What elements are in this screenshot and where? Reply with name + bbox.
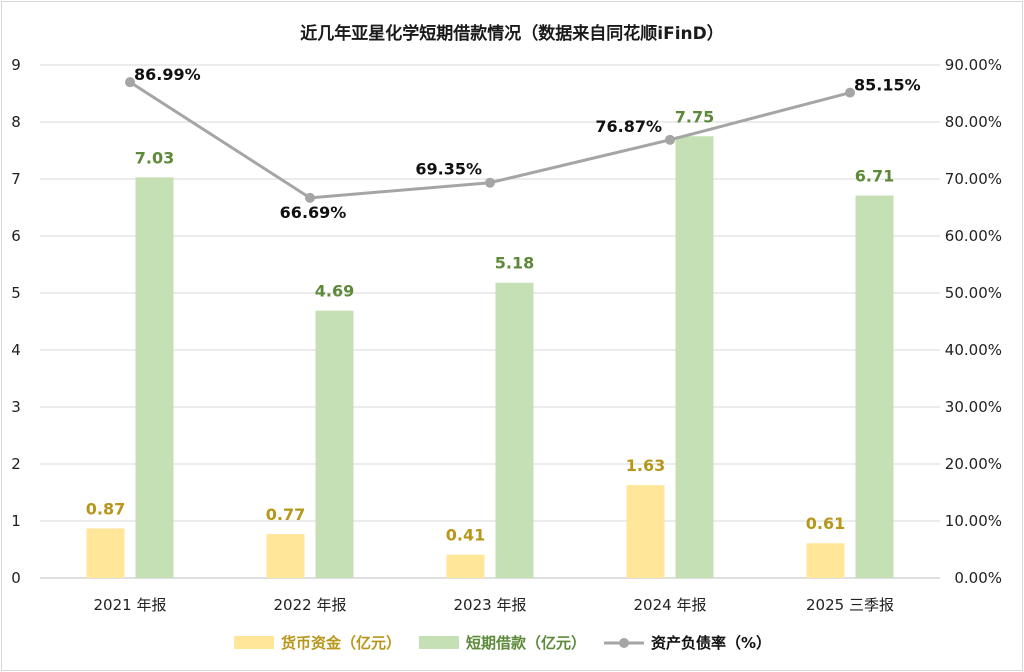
right-axis-ticks: 0.00% 10.00% 20.00% 30.00% 40.00% 50.00% 60.00… bbox=[945, 56, 1002, 587]
right-tick-label: 90.00% bbox=[945, 56, 1002, 74]
left-tick-label: 0 bbox=[11, 569, 21, 587]
ratio-point bbox=[845, 87, 855, 98]
category-label: 2023 年报 bbox=[454, 596, 527, 614]
loan-data-label: 4.69 bbox=[315, 282, 354, 301]
ratio-data-label: 76.87% bbox=[595, 117, 662, 136]
left-tick-label: 3 bbox=[11, 398, 21, 416]
category-labels: 2021 年报 2022 年报 2023 年报 2024 年报 2025 三季报 bbox=[94, 596, 894, 614]
legend: 货币资金（亿元） 短期借款（亿元） 资产负债率（%） bbox=[234, 634, 771, 652]
loan-bar bbox=[855, 195, 894, 578]
right-tick-label: 80.00% bbox=[945, 113, 1002, 131]
right-tick-label: 70.00% bbox=[945, 170, 1002, 188]
cash-bar bbox=[86, 528, 125, 578]
chart-title: 近几年亚星化学短期借款情况（数据来自同花顺iFinD） bbox=[300, 23, 723, 44]
ratio-data-label: 69.35% bbox=[415, 160, 482, 179]
cash-bar bbox=[266, 534, 305, 578]
category-label: 2024 年报 bbox=[634, 596, 707, 614]
ratio-data-label: 85.15% bbox=[854, 76, 921, 95]
gridlines bbox=[40, 64, 940, 579]
cash-data-label: 0.77 bbox=[266, 505, 305, 524]
category-label: 2025 三季报 bbox=[806, 596, 894, 614]
right-tick-label: 10.00% bbox=[945, 512, 1002, 530]
loan-bar bbox=[495, 282, 534, 578]
bars bbox=[86, 136, 894, 579]
loan-data-label: 5.18 bbox=[495, 254, 534, 273]
loan-bar bbox=[675, 136, 714, 578]
cash-data-label: 0.87 bbox=[86, 499, 125, 518]
ratio-data-label: 86.99% bbox=[134, 65, 201, 84]
ratio-point bbox=[665, 134, 675, 145]
right-tick-label: 0.00% bbox=[954, 569, 1002, 587]
cash-bar bbox=[626, 485, 665, 578]
cash-data-label: 1.63 bbox=[626, 456, 665, 475]
legend-label: 货币资金（亿元） bbox=[281, 634, 401, 652]
right-tick-label: 20.00% bbox=[945, 455, 1002, 473]
ratio-point bbox=[125, 77, 135, 88]
legend-label: 短期借款（亿元） bbox=[466, 634, 586, 652]
left-tick-label: 9 bbox=[11, 56, 21, 74]
ratio-point bbox=[485, 177, 495, 188]
left-tick-label: 7 bbox=[11, 170, 21, 188]
right-tick-label: 40.00% bbox=[945, 341, 1002, 359]
right-tick-label: 60.00% bbox=[945, 227, 1002, 245]
cash-bar bbox=[446, 554, 485, 578]
legend-label: 资产负债率（%） bbox=[651, 634, 771, 652]
legend-swatch-marker bbox=[619, 638, 630, 648]
cash-data-label: 0.41 bbox=[446, 526, 485, 545]
legend-swatch bbox=[234, 636, 274, 649]
left-tick-label: 5 bbox=[11, 284, 21, 302]
ratio-data-label: 66.69% bbox=[280, 203, 347, 222]
ratio-line bbox=[125, 77, 855, 203]
ratio-point bbox=[305, 192, 315, 203]
right-tick-label: 50.00% bbox=[945, 284, 1002, 302]
category-label: 2022 年报 bbox=[274, 596, 347, 614]
left-tick-label: 2 bbox=[11, 455, 21, 473]
left-tick-label: 4 bbox=[11, 341, 21, 359]
loan-bar bbox=[315, 310, 354, 578]
data-labels: 0.87 7.03 0.77 4.69 0.41 5.18 1.63 7.75 0.61 6.71… bbox=[86, 65, 921, 544]
loan-data-label: 6.71 bbox=[855, 167, 894, 186]
cash-bar bbox=[806, 543, 845, 578]
legend-swatch bbox=[419, 636, 460, 649]
left-tick-label: 8 bbox=[11, 113, 21, 131]
loan-bar bbox=[135, 177, 174, 579]
left-axis-ticks: 0 1 2 3 4 5 6 7 8 9 bbox=[11, 56, 21, 587]
category-label: 2021 年报 bbox=[94, 596, 167, 614]
loan-data-label: 7.75 bbox=[675, 107, 714, 126]
right-tick-label: 30.00% bbox=[945, 398, 1002, 416]
left-tick-label: 6 bbox=[11, 227, 21, 245]
left-tick-label: 1 bbox=[11, 512, 21, 530]
cash-data-label: 0.61 bbox=[806, 514, 845, 533]
loan-data-label: 7.03 bbox=[135, 148, 174, 167]
